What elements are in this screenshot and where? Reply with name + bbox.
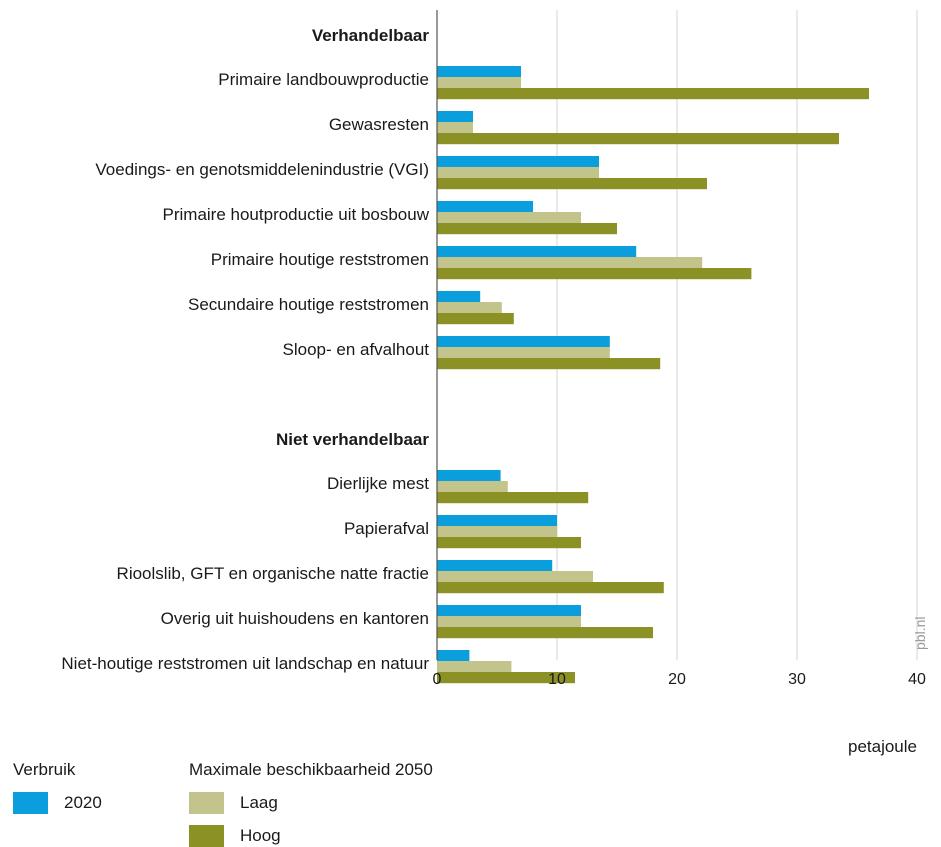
bar-hoog — [437, 268, 751, 279]
bar-chart: Verhandelbaar Primaire landbouwproductie G… — [0, 0, 941, 700]
category-label: Gewasresten — [329, 115, 429, 134]
bar-2020 — [437, 650, 469, 661]
bar-hoog — [437, 492, 588, 503]
legend-label-hoog: Hoog — [240, 826, 281, 846]
bar-2020 — [437, 246, 636, 257]
x-tick-label: 20 — [668, 671, 686, 688]
legend-label-laag: Laag — [240, 793, 278, 813]
legend-title-verbruik: Verbruik — [13, 760, 75, 780]
bar-hoog — [437, 133, 839, 144]
bar-2020 — [437, 156, 599, 167]
bar-hoog — [437, 627, 653, 638]
bar-hoog — [437, 88, 869, 99]
bar-laag — [437, 122, 473, 133]
legend-swatch-hoog — [189, 825, 224, 847]
bar-2020 — [437, 605, 581, 616]
group-label: Verhandelbaar — [312, 26, 430, 45]
category-label: Rioolslib, GFT en organische natte fract… — [117, 564, 429, 583]
bar-2020 — [437, 201, 533, 212]
category-label: Primaire houtige reststromen — [211, 250, 429, 269]
gridlines — [557, 10, 917, 660]
x-tick-label: 40 — [908, 671, 926, 688]
legend-swatch-2020 — [13, 792, 48, 814]
bar-laag — [437, 167, 599, 178]
source-credit: pbl.nl — [912, 617, 928, 650]
x-axis-label: petajoule — [848, 737, 917, 757]
bar-laag — [437, 616, 581, 627]
bar-hoog — [437, 582, 664, 593]
legend-swatch-laag — [189, 792, 224, 814]
legend-title-beschikbaarheid: Maximale beschikbaarheid 2050 — [189, 760, 433, 780]
bar-laag — [437, 302, 502, 313]
group-label: Niet verhandelbaar — [276, 430, 429, 449]
bar-laag — [437, 481, 508, 492]
bars — [437, 66, 869, 683]
x-tick-label: 10 — [548, 671, 566, 688]
legend-item-hoog: Hoog — [189, 825, 281, 847]
category-label: Sloop- en afvalhout — [283, 340, 430, 359]
bar-hoog — [437, 223, 617, 234]
bar-laag — [437, 661, 511, 672]
category-label: Primaire landbouwproductie — [218, 70, 429, 89]
bar-2020 — [437, 336, 610, 347]
bar-hoog — [437, 537, 581, 548]
bar-2020 — [437, 560, 552, 571]
category-labels: Verhandelbaar Primaire landbouwproductie G… — [61, 26, 429, 673]
category-label: Papierafval — [344, 519, 429, 538]
category-label: Niet-houtige reststromen uit landschap e… — [61, 654, 429, 673]
x-tick-label: 30 — [788, 671, 806, 688]
x-tick-label: 0 — [433, 671, 442, 688]
bar-2020 — [437, 291, 480, 302]
bar-hoog — [437, 313, 514, 324]
category-label: Voedings- en genotsmiddelenindustrie (VG… — [95, 160, 429, 179]
bar-hoog — [437, 358, 660, 369]
category-label: Dierlijke mest — [327, 474, 429, 493]
bar-hoog — [437, 178, 707, 189]
bar-laag — [437, 212, 581, 223]
bar-laag — [437, 77, 521, 88]
bar-laag — [437, 571, 593, 582]
bar-2020 — [437, 66, 521, 77]
category-label: Secundaire houtige reststromen — [188, 295, 429, 314]
bar-laag — [437, 257, 702, 268]
bar-2020 — [437, 470, 501, 481]
bar-2020 — [437, 515, 557, 526]
category-label: Primaire houtproductie uit bosbouw — [163, 205, 430, 224]
bar-laag — [437, 526, 557, 537]
legend-item-laag: Laag — [189, 792, 278, 814]
legend-label-2020: 2020 — [64, 793, 102, 813]
bar-2020 — [437, 111, 473, 122]
category-label: Overig uit huishoudens en kantoren — [161, 609, 429, 628]
bar-laag — [437, 347, 610, 358]
legend-item-2020: 2020 — [13, 792, 102, 814]
